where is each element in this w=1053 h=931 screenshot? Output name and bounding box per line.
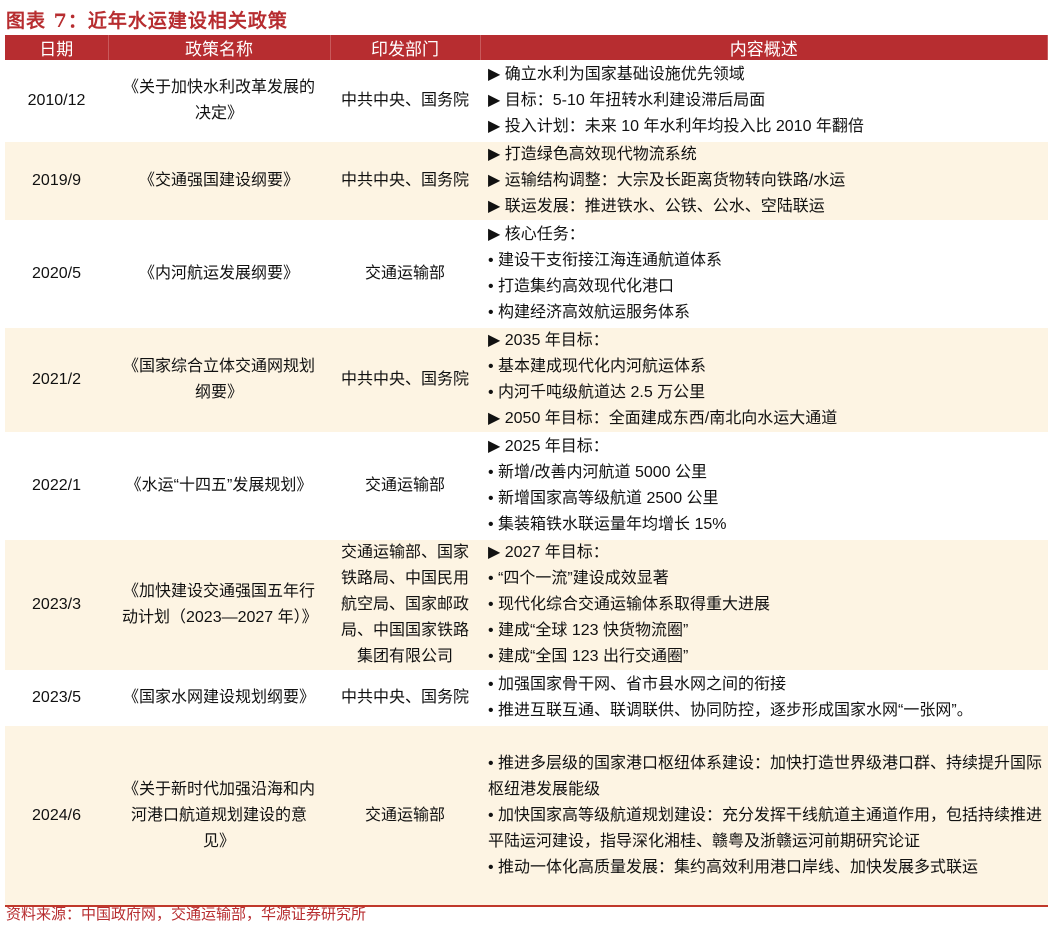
department-cell: 交通运输部 [330, 220, 480, 327]
department-cell: 中共中央、国务院 [330, 140, 480, 221]
content-line: • 建成“全国 123 出行交通圈” [488, 648, 689, 665]
date-cell: 2022/1 [5, 432, 108, 539]
header-date: 日期 [5, 35, 109, 61]
content-line: • 现代化综合交通运输体系取得重大进展 [488, 596, 771, 613]
header-dept: 印发部门 [330, 35, 481, 61]
content-line: ▶ 2050 年目标：全面建成东西/南北向水运大通道 [488, 410, 838, 427]
content-line: ▶ 2027 年目标： [488, 544, 609, 561]
content-line: ▶ 运输结构调整：大宗及长距离货物转向铁路/水运 [488, 172, 846, 189]
content-line: • 基本建成现代化内河航运体系 [488, 358, 707, 375]
content-cell: ▶ 核心任务： • 建设干支衔接江海连通航道体系 • 打造集约高效现代化港口 • 构建… [480, 220, 1048, 327]
content-line: ▶ 2035 年目标： [488, 332, 609, 349]
content-cell: ▶ 打造绿色高效现代物流系统 ▶ 运输结构调整：大宗及长距离货物转向铁路/水运 ▶ … [480, 140, 1048, 221]
date-cell: 2021/2 [5, 326, 108, 433]
header-content: 内容概述 [480, 35, 1048, 61]
header-name: 政策名称 [108, 35, 331, 61]
table-title: 图表 7：近年水运建设相关政策 [6, 10, 288, 32]
content-line: • 加强国家骨干网、省市县水网之间的衔接 [488, 676, 787, 693]
content-line: ▶ 确立水利为国家基础设施优先领域 [488, 66, 745, 83]
content-line: • 推动一体化高质量发展：集约高效利用港口岸线、加快发展多式联运 [488, 858, 979, 876]
content-line: ▶ 2025 年目标： [488, 438, 609, 455]
department-cell: 交通运输部、国家铁路局、中国民用航空局、国家邮政局、中国国家铁路集团有限公司 [330, 538, 480, 671]
policy-table: 日期 政策名称 印发部门 内容概述 2010/12 《关于加快水利改革发展的决定》… [5, 35, 1048, 907]
table-row: 2024/6 《关于新时代加强沿海和内河港口航道规划建设的意见》 交通运输部 • 推进… [5, 724, 1048, 906]
content-line: • “四个一流”建设成效显著 [488, 570, 669, 587]
policy-name-cell: 《水运“十四五”发展规划》 [108, 432, 330, 539]
content-cell: ▶ 2035 年目标： • 基本建成现代化内河航运体系 • 内河千吨级航道达 2.5… [480, 326, 1048, 433]
policy-name-cell: 《内河航运发展纲要》 [108, 220, 330, 327]
content-line: • 打造集约高效现代化港口 [488, 278, 675, 295]
content-line: ▶ 打造绿色高效现代物流系统 [488, 146, 697, 163]
table-row: 2019/9 《交通强国建设纲要》 中共中央、国务院 ▶ 打造绿色高效现代物流系统 ▶ … [5, 140, 1048, 221]
policy-name-cell: 《加快建设交通强国五年行动计划（2023—2027 年）》 [108, 538, 330, 671]
department-cell: 中共中央、国务院 [330, 670, 480, 725]
content-cell: ▶ 确立水利为国家基础设施优先领域 ▶ 目标：5-10 年扭转水利建设滞后局面 ▶ … [480, 60, 1048, 141]
date-cell: 2023/5 [5, 670, 108, 725]
content-line: • 新增国家高等级航道 2500 公里 [488, 490, 719, 507]
date-cell: 2024/6 [5, 724, 108, 906]
content-line: • 集装箱铁水联运量年均增长 15% [488, 516, 727, 533]
policy-name-cell: 《国家综合立体交通网规划纲要》 [108, 326, 330, 433]
content-line: ▶ 投入计划：未来 10 年水利年均投入比 2010 年翻倍 [488, 118, 864, 135]
content-cell: ▶ 2025 年目标： • 新增/改善内河航道 5000 公里 • 新增国家高等级航… [480, 432, 1048, 539]
content-line: • 推进互联互通、联调联供、协同防控，逐步形成国家水网“一张网”。 [488, 702, 973, 719]
date-cell: 2020/5 [5, 220, 108, 327]
department-cell: 中共中央、国务院 [330, 326, 480, 433]
content-line: ▶ 联运发展：推进铁水、公铁、公水、空陆联运 [488, 198, 825, 215]
content-line: • 建成“全球 123 快货物流圈” [488, 622, 689, 639]
content-line: • 内河千吨级航道达 2.5 万公里 [488, 384, 706, 401]
content-line: ▶ 目标：5-10 年扭转水利建设滞后局面 [488, 92, 766, 109]
policy-name-cell: 《关于加快水利改革发展的决定》 [108, 60, 330, 141]
content-line: • 建设干支衔接江海连通航道体系 [488, 252, 723, 269]
department-cell: 中共中央、国务院 [330, 60, 480, 141]
date-cell: 2019/9 [5, 140, 108, 221]
table-row: 2023/5 《国家水网建设规划纲要》 中共中央、国务院 • 加强国家骨干网、省市县水… [5, 670, 1048, 725]
policy-name-cell: 《关于新时代加强沿海和内河港口航道规划建设的意见》 [108, 724, 330, 906]
content-line: • 构建经济高效航运服务体系 [488, 304, 691, 321]
date-cell: 2010/12 [5, 60, 108, 141]
table-row: 2020/5 《内河航运发展纲要》 交通运输部 ▶ 核心任务： • 建设干支衔接江海连通… [5, 220, 1048, 327]
source-note: 资料来源：中国政府网，交通运输部，华源证券研究所 [6, 905, 367, 923]
content-line: • 新增/改善内河航道 5000 公里 [488, 464, 707, 481]
policy-name-cell: 《交通强国建设纲要》 [108, 140, 330, 221]
date-cell: 2023/3 [5, 538, 108, 671]
content-line: • 加快国家高等级航道规划建设：充分发挥干线航道主通道作用，包括持续推进平陆运河… [488, 806, 1043, 850]
table-row: 2010/12 《关于加快水利改革发展的决定》 中共中央、国务院 ▶ 确立水利为国家基… [5, 60, 1048, 141]
table-row: 2023/3 《加快建设交通强国五年行动计划（2023—2027 年）》 交通运输部… [5, 538, 1048, 671]
table-row: 2021/2 《国家综合立体交通网规划纲要》 中共中央、国务院 ▶ 2035 年目标：… [5, 326, 1048, 433]
table-row: 2022/1 《水运“十四五”发展规划》 交通运输部 ▶ 2025 年目标： • 新增/… [5, 432, 1048, 539]
content-line: • 推进多层级的国家港口枢纽体系建设：加快打造世界级港口群、持续提升国际枢纽港发… [488, 754, 1043, 798]
department-cell: 交通运输部 [330, 724, 480, 906]
content-cell: • 推进多层级的国家港口枢纽体系建设：加快打造世界级港口群、持续提升国际枢纽港发… [480, 724, 1048, 906]
header-row: 日期 政策名称 印发部门 内容概述 [5, 35, 1048, 61]
department-cell: 交通运输部 [330, 432, 480, 539]
content-line: ▶ 核心任务： [488, 226, 585, 243]
content-cell: ▶ 2027 年目标： • “四个一流”建设成效显著 • 现代化综合交通运输体系取得… [480, 538, 1048, 671]
content-cell: • 加强国家骨干网、省市县水网之间的衔接 • 推进互联互通、联调联供、协同防控，逐… [480, 670, 1048, 725]
policy-name-cell: 《国家水网建设规划纲要》 [108, 670, 330, 725]
